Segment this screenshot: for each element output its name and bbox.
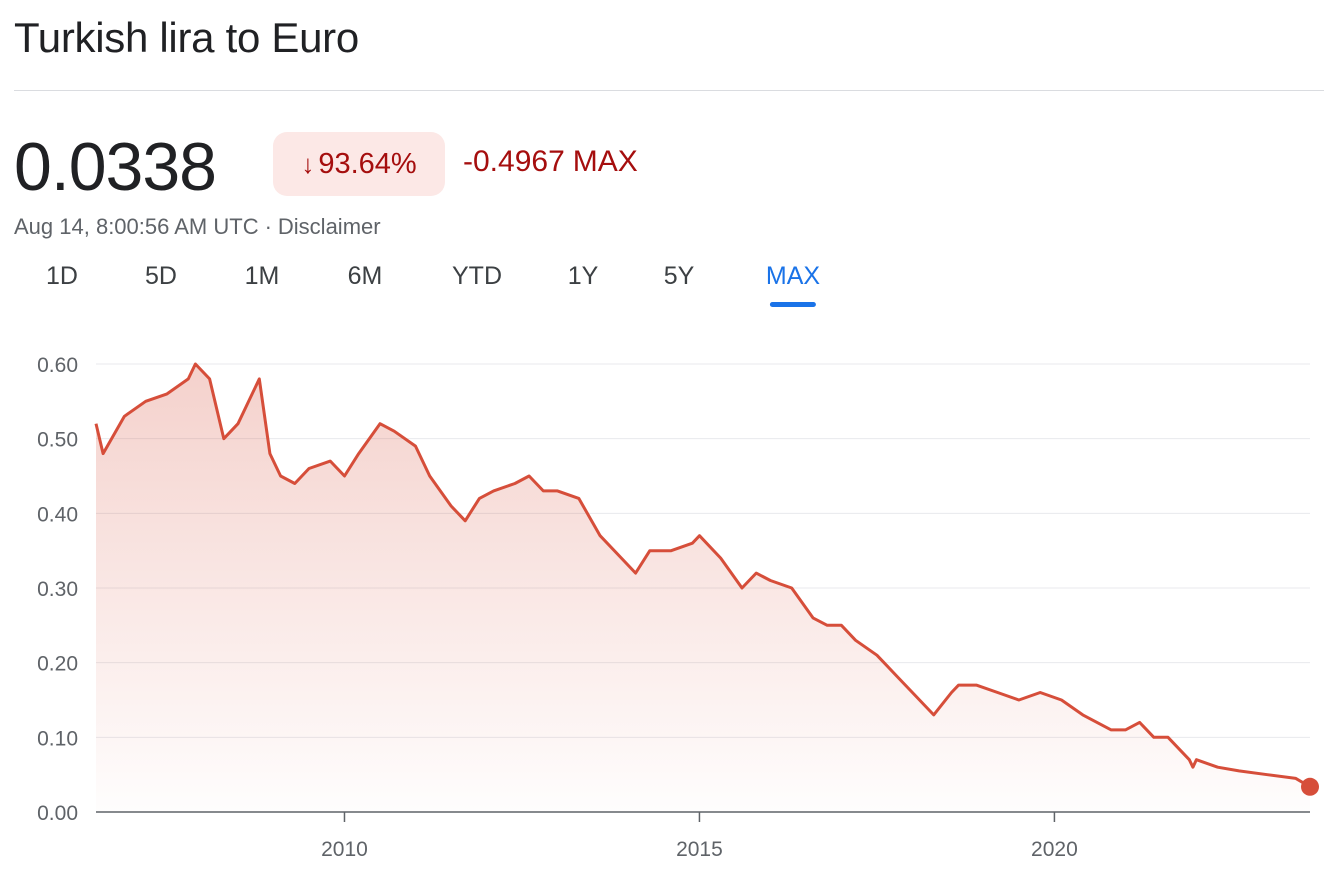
page-title: Turkish lira to Euro — [14, 14, 359, 61]
tab-1y[interactable]: 1Y — [567, 262, 599, 290]
range-tabs: 1D 5D 1M 6M YTD 1Y 5Y MAX — [0, 262, 900, 312]
tab-5y[interactable]: 5Y — [663, 262, 695, 290]
quote-meta: Aug 14, 8:00:56 AM UTC · Disclaimer — [14, 214, 381, 240]
percent-change-badge: ↓ 93.64% — [273, 132, 445, 196]
absolute-change-value: -0.4967 — [463, 145, 565, 178]
y-tick-label: 0.30 — [37, 578, 78, 601]
y-tick-label: 0.50 — [37, 429, 78, 452]
current-price: 0.0338 — [14, 129, 217, 205]
y-tick-label: 0.00 — [37, 802, 78, 825]
price-chart: 0.00 0.10 0.20 0.30 0.40 0.50 0.60 2010 2015 2020 — [37, 354, 1319, 861]
percent-change-value: 93.64% — [318, 147, 417, 180]
tab-ytd[interactable]: YTD — [452, 262, 502, 290]
last-point-marker — [1301, 777, 1319, 796]
x-tick-label: 2020 — [1031, 838, 1078, 861]
tab-1m[interactable]: 1M — [244, 262, 280, 290]
y-tick-label: 0.40 — [37, 503, 78, 526]
tab-5d[interactable]: 5D — [145, 262, 177, 290]
x-tick-label: 2010 — [321, 838, 368, 861]
meta-separator: · — [264, 214, 272, 239]
timestamp: Aug 14, 8:00:56 AM UTC — [14, 214, 259, 239]
x-tick-label: 2015 — [676, 838, 723, 861]
absolute-change: -0.4967 MAX — [463, 145, 638, 179]
arrow-down-icon: ↓ — [301, 148, 315, 179]
area-fill — [96, 364, 1310, 812]
y-tick-label: 0.10 — [37, 727, 78, 750]
tab-1d[interactable]: 1D — [46, 262, 78, 290]
disclaimer-link[interactable]: Disclaimer — [277, 214, 381, 239]
tab-max[interactable]: MAX — [765, 262, 821, 307]
header-divider — [14, 90, 1324, 91]
tab-6m[interactable]: 6M — [347, 262, 383, 290]
change-period-label: MAX — [572, 145, 638, 178]
series-line — [94, 362, 1311, 789]
y-tick-label: 0.60 — [37, 354, 78, 377]
y-tick-label: 0.20 — [37, 653, 78, 676]
